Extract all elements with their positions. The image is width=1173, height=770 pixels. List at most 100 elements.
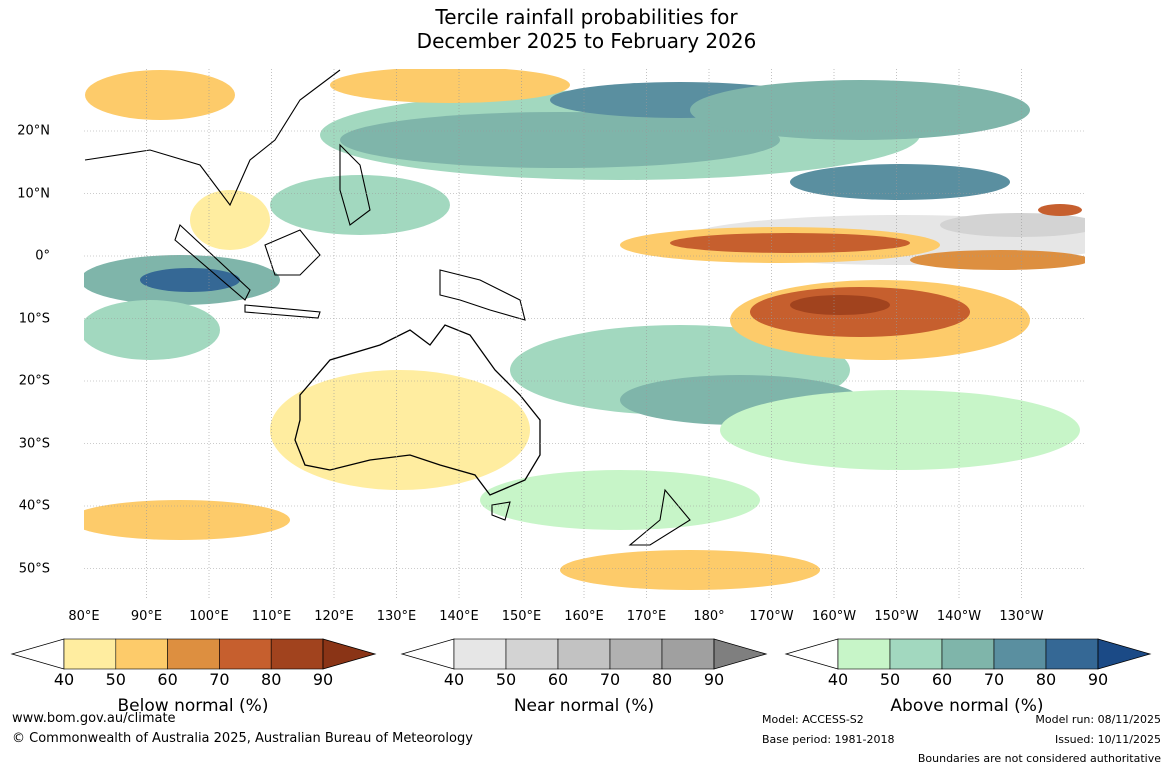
copyright-text: © Commonwealth of Australia 2025, Austra… bbox=[12, 731, 473, 746]
latitude-tick: 10°S bbox=[18, 311, 50, 326]
above-region-central-north bbox=[790, 164, 1010, 200]
longitude-tick: 160°W bbox=[811, 609, 857, 624]
below-region-southern-indian bbox=[84, 500, 290, 540]
colorbar-segment bbox=[63, 638, 117, 670]
latitude-tick: 20°S bbox=[18, 373, 50, 389]
below-region-equator-east bbox=[910, 250, 1085, 270]
borneo-outline bbox=[264, 229, 321, 276]
longitude-tick: 150°W bbox=[874, 609, 919, 624]
issued-text: Issued: 10/11/2025 bbox=[1054, 733, 1161, 746]
chart-title-line2: December 2025 to February 2026 bbox=[416, 29, 757, 53]
above-region-tasman bbox=[480, 470, 760, 530]
longitude-tick: 180° bbox=[693, 609, 725, 624]
below-region-east-patch bbox=[1038, 204, 1082, 216]
base-period-text: Base period: 1981-2018 bbox=[762, 733, 895, 746]
chart-title-line1: Tercile rainfall probabilities for bbox=[435, 5, 738, 29]
colorbar-segment bbox=[219, 638, 272, 670]
colorbar-tick-label: 70 bbox=[983, 670, 1005, 689]
colorbar-tick-label: 40 bbox=[53, 670, 75, 689]
longitude-tick: 140°E bbox=[439, 609, 479, 624]
above-region-west bbox=[84, 300, 220, 360]
java-outline bbox=[244, 304, 321, 319]
colorbar-near-normal bbox=[400, 638, 768, 670]
new-zealand-outline bbox=[628, 488, 691, 546]
colorbar-tick-label: 80 bbox=[1035, 670, 1057, 689]
colorbar-segment bbox=[837, 638, 891, 670]
map-gridlines bbox=[84, 69, 1085, 600]
colorbar-tick-label: 60 bbox=[157, 670, 178, 689]
colorbar-tick-label: 90 bbox=[703, 670, 725, 689]
longitude-tick: 170°E bbox=[626, 609, 667, 624]
longitude-tick: 160°E bbox=[564, 609, 604, 624]
longitude-tick: 110°E bbox=[251, 609, 292, 624]
longitude-tick: 90°E bbox=[130, 609, 163, 624]
colorbar-tick-label: 80 bbox=[261, 670, 282, 689]
boundaries-disclaimer: Boundaries are not considered authoritat… bbox=[917, 752, 1161, 765]
colorbar-tick-label: 70 bbox=[599, 670, 621, 689]
below-region-south-of-equator-peak bbox=[790, 295, 890, 315]
asia-coast-outline bbox=[84, 69, 341, 207]
colorbar-tick-label: 40 bbox=[827, 670, 849, 689]
longitude-tick: 80°E bbox=[68, 609, 100, 624]
colorbar-tick-label: 40 bbox=[443, 670, 465, 689]
colorbar-segment bbox=[557, 638, 611, 670]
colorbars bbox=[10, 638, 1152, 670]
colorbar-segment bbox=[453, 638, 507, 670]
longitude-tick: 150°E bbox=[501, 609, 542, 624]
longitude-tick: 130°E bbox=[376, 609, 417, 624]
latitude-tick: 10°N bbox=[17, 186, 50, 201]
philippines-outline bbox=[339, 143, 371, 226]
probability-map bbox=[84, 69, 1085, 600]
longitude-tick: 100°E bbox=[189, 609, 229, 624]
latitude-tick: 40°S bbox=[18, 498, 50, 514]
latitude-tick: 0° bbox=[35, 248, 50, 264]
colorbar-tick-label: 60 bbox=[547, 670, 569, 689]
colorbar-below-normal bbox=[10, 638, 377, 670]
below-region-australia bbox=[270, 370, 530, 490]
below-region-equator-core bbox=[670, 233, 910, 253]
tasmania-outline bbox=[491, 501, 511, 521]
above-region-hawaii bbox=[690, 80, 1030, 140]
colorbar-tick-label: 50 bbox=[105, 670, 126, 689]
colorbar-segment bbox=[889, 638, 943, 670]
map-field bbox=[84, 69, 1085, 590]
colorbar-segment bbox=[941, 638, 995, 670]
model-text: Model: ACCESS-S2 bbox=[762, 713, 864, 726]
colorbar-max-triangle bbox=[322, 638, 377, 670]
near-region-equator-east bbox=[940, 213, 1085, 237]
latitude-tick: 50°S bbox=[18, 561, 50, 576]
colorbar-max-triangle bbox=[1097, 638, 1152, 670]
above-region-indian-ocean-peak bbox=[140, 268, 240, 292]
colorbar-above-label: Above normal (%) bbox=[890, 696, 1044, 716]
colorbar-segment bbox=[993, 638, 1047, 670]
colorbar-segment bbox=[661, 638, 715, 670]
model-run-text: Model run: 08/11/2025 bbox=[1035, 713, 1161, 726]
above-region-north-pacific-core bbox=[340, 112, 780, 168]
colorbar-tick-label: 70 bbox=[209, 670, 230, 689]
colorbar-max-triangle bbox=[713, 638, 768, 670]
colorbar-min-triangle bbox=[400, 638, 455, 670]
below-region-asia bbox=[85, 70, 235, 120]
colorbar-segment bbox=[609, 638, 663, 670]
colorbar-tick-label: 80 bbox=[651, 670, 673, 689]
colorbar-below-label: Below normal (%) bbox=[117, 696, 269, 716]
colorbar-tick-label: 90 bbox=[312, 670, 334, 689]
below-region-north bbox=[330, 69, 570, 103]
colorbar-min-triangle bbox=[784, 638, 839, 670]
colorbar-segment bbox=[167, 638, 220, 670]
website-link[interactable]: www.bom.gov.au/climate bbox=[12, 711, 176, 726]
above-region-south-east bbox=[720, 390, 1080, 470]
above-region-philippines bbox=[270, 175, 450, 235]
colorbar-tick-label: 50 bbox=[879, 670, 901, 689]
longitude-tick: 140°W bbox=[936, 609, 982, 624]
colorbar-above-normal bbox=[784, 638, 1152, 670]
colorbar-tick-label: 60 bbox=[931, 670, 953, 689]
australia-outline bbox=[294, 324, 541, 496]
colorbar-tick-label: 90 bbox=[1087, 670, 1109, 689]
longitude-tick: 130°W bbox=[999, 609, 1044, 624]
colorbar-segment bbox=[115, 638, 168, 670]
colorbar-tick-label: 50 bbox=[495, 670, 517, 689]
new-guinea-outline bbox=[439, 269, 526, 321]
longitude-tick: 120°E bbox=[314, 609, 354, 624]
latitude-tick: 20°N bbox=[17, 123, 50, 139]
